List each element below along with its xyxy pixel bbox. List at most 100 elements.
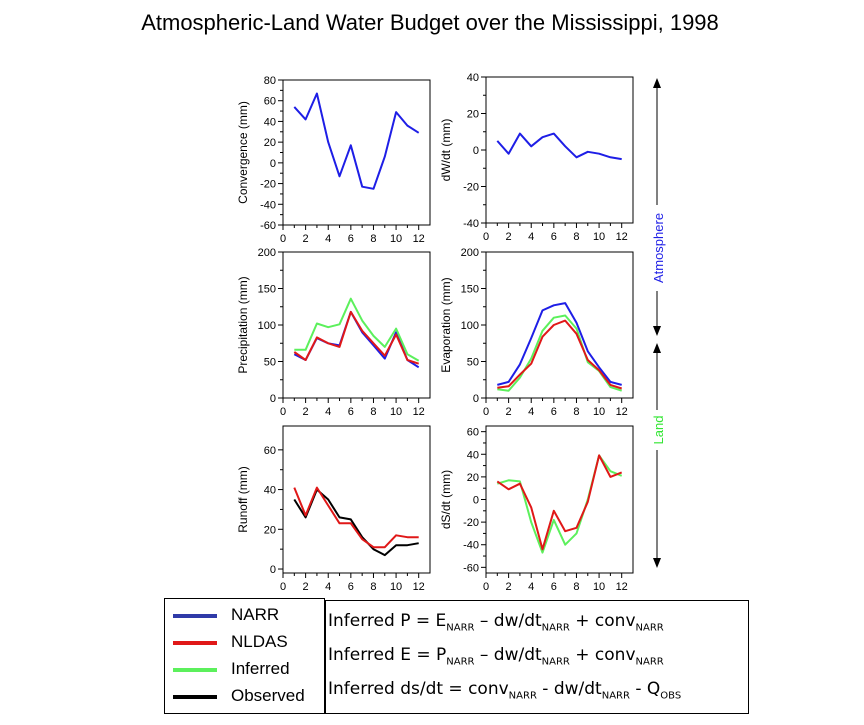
x-tick-label: 8: [573, 581, 579, 593]
y-tick-label: 0: [270, 158, 276, 170]
x-tick-label: 4: [325, 233, 331, 245]
formula-inferred-p: Inferred P = ENARR – dw/dtNARR + convNAR…: [328, 611, 664, 634]
x-tick-label: 12: [616, 581, 628, 593]
x-tick-label: 2: [506, 231, 512, 243]
series-line: [293, 486, 419, 549]
panel-convergence: 0 2 4 6 8 10 12 -60 -40 -20 0 20 40 60 80 Convergence (…: [236, 75, 431, 245]
y-tick-label: 40: [467, 449, 479, 461]
x-tick-label: 0: [280, 233, 286, 245]
x-tick-label: 2: [506, 581, 512, 593]
x-tick-label: 4: [528, 231, 534, 243]
x-tick-label: 10: [390, 581, 402, 593]
x-tick-label: 6: [348, 233, 354, 245]
land-label: Land: [651, 416, 666, 445]
y-tick-label: 80: [264, 75, 276, 87]
y-tick-label: -40: [463, 218, 479, 230]
series-line: [497, 302, 622, 386]
y-tick-label: 60: [467, 427, 479, 439]
legend-item-inferred: Inferred: [173, 657, 323, 681]
legend-swatch: [173, 695, 217, 699]
y-tick-label: 20: [264, 524, 276, 536]
y-axis-label: dS/dt (mm): [439, 470, 453, 529]
x-tick-label: 0: [280, 406, 286, 418]
plot-frame: [282, 251, 431, 399]
x-tick-label: 10: [390, 406, 402, 418]
series-line: [293, 310, 420, 365]
y-tick-label: -60: [260, 220, 276, 232]
x-tick-label: 10: [593, 581, 605, 593]
x-tick-label: 4: [325, 581, 331, 593]
plot-frame: [485, 76, 634, 224]
series-line: [497, 454, 623, 554]
y-tick-label: -20: [260, 179, 276, 191]
plot-frame: [485, 251, 634, 399]
x-tick-label: 2: [303, 581, 309, 593]
y-axis-label: dW/dt (mm): [439, 119, 453, 182]
y-tick-label: 0: [473, 145, 479, 157]
legend-item-narr: NARR: [173, 603, 323, 627]
x-tick-label: 6: [551, 406, 557, 418]
series-line: [496, 132, 622, 161]
x-tick-label: 12: [413, 406, 425, 418]
legend-label: NARR: [231, 605, 280, 624]
x-tick-label: 6: [551, 231, 557, 243]
panel-dwdt: 0 2 4 6 8 10 12 -40 -20 0 20 40 dW/dt (mm): [439, 72, 634, 243]
y-axis-label: Runoff (mm): [236, 466, 250, 532]
arrow-up-icon: [653, 343, 661, 353]
x-tick-label: 0: [483, 406, 489, 418]
x-tick-label: 2: [303, 406, 309, 418]
atmosphere-label: Atmosphere: [651, 213, 666, 283]
y-tick-label: 150: [461, 284, 479, 296]
plot-frame: [282, 425, 431, 574]
formula-inferred-dsdt: Inferred ds/dt = convNARR - dw/dtNARR - …: [328, 679, 682, 702]
x-tick-label: 6: [348, 581, 354, 593]
y-tick-label: 40: [467, 72, 479, 84]
y-axis-label: Convergence (mm): [236, 101, 250, 204]
x-tick-label: 0: [483, 581, 489, 593]
y-tick-label: 60: [264, 96, 276, 108]
y-tick-label: 20: [264, 137, 276, 149]
chart-title: Atmospheric-Land Water Budget over the M…: [141, 10, 719, 35]
plot-frame: [282, 79, 431, 226]
y-tick-label: 40: [264, 116, 276, 128]
y-tick-label: 0: [270, 393, 276, 405]
arrow-down-icon: [653, 558, 661, 568]
x-tick-label: 6: [551, 581, 557, 593]
series-line: [496, 454, 623, 551]
y-tick-label: 40: [264, 485, 276, 497]
x-tick-label: 6: [348, 406, 354, 418]
y-tick-label: 0: [473, 495, 479, 507]
legend-swatch: [173, 614, 217, 618]
y-tick-label: 100: [258, 320, 276, 332]
y-tick-label: 20: [467, 109, 479, 121]
y-tick-label: 100: [461, 320, 479, 332]
x-tick-label: 10: [390, 233, 402, 245]
x-tick-label: 4: [528, 581, 534, 593]
series-line: [293, 92, 420, 190]
x-tick-label: 10: [593, 231, 605, 243]
y-tick-label: -40: [260, 199, 276, 211]
y-axis-label: Evaporation (mm): [439, 277, 453, 372]
x-tick-label: 12: [413, 233, 425, 245]
y-tick-label: 0: [473, 393, 479, 405]
legend-item-nldas: NLDAS: [173, 630, 323, 654]
panel-evaporation: 0 2 4 6 8 10 12 0 50 100 150 200 Evaporation (mm): [439, 247, 634, 418]
legend: NARR NLDAS Inferred Observed: [164, 598, 325, 714]
x-tick-label: 0: [280, 581, 286, 593]
x-tick-label: 8: [573, 231, 579, 243]
x-tick-label: 12: [413, 581, 425, 593]
legend-swatch: [173, 641, 217, 645]
x-tick-label: 0: [483, 231, 489, 243]
panel-precipitation: 0 2 4 6 8 10 12 0 50 100 150 200 Precipitation (mm): [236, 247, 431, 418]
y-tick-label: -20: [463, 182, 479, 194]
y-axis-label: Precipitation (mm): [236, 276, 250, 373]
y-tick-label: 50: [264, 357, 276, 369]
x-tick-label: 8: [370, 581, 376, 593]
panel-dsdt: 0 2 4 6 8 10 12 -60 -40 -20 0 20 40 60 dS/dt (mm): [439, 425, 634, 593]
side-annotation: Atmosphere Land: [648, 78, 666, 568]
y-tick-label: -60: [463, 562, 479, 574]
x-tick-label: 10: [593, 406, 605, 418]
legend-swatch: [173, 668, 217, 672]
legend-label: NLDAS: [231, 632, 288, 651]
